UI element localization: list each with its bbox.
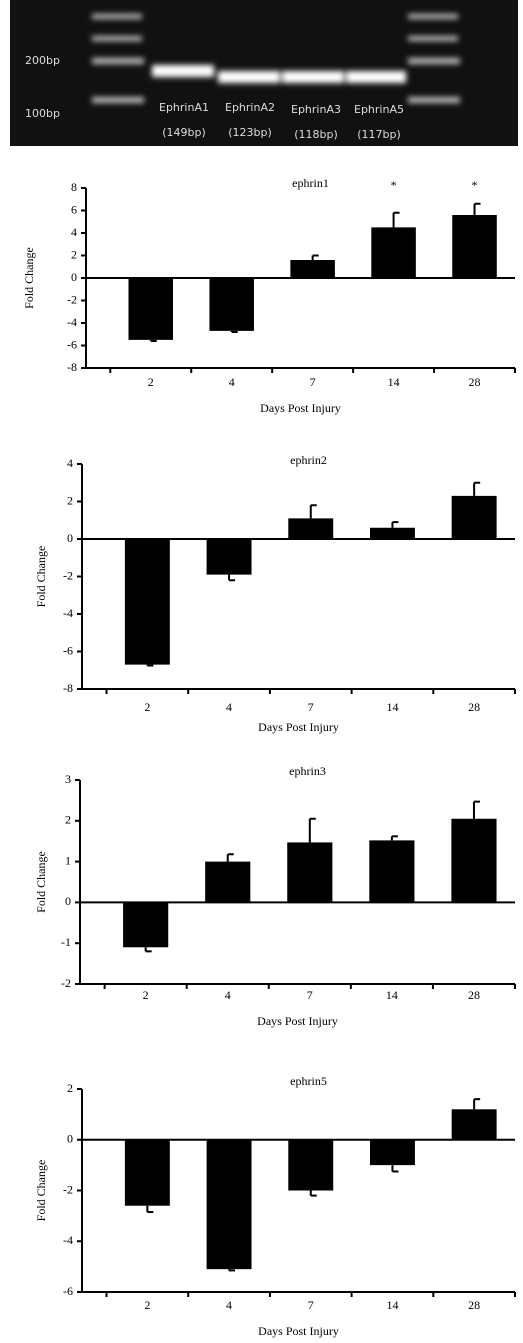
bar xyxy=(123,902,168,947)
x-axis-title: Days Post Injury xyxy=(260,401,341,415)
chart-panel: ephrin2 -8 -6 -4 -2 0 2 4 2 4 7 14 28 Days Post Injur… xyxy=(34,453,515,734)
bar xyxy=(128,278,173,340)
y-axis-title: Fold Change xyxy=(22,247,36,309)
x-axis-title: Days Post Injury xyxy=(257,1014,338,1028)
y-tick-label: 0 xyxy=(71,270,77,284)
x-tick-label: 14 xyxy=(386,988,398,1002)
gel-image: 200bp 100bp EphrinA1 (149bp) EphrinA2 (1… xyxy=(10,0,518,146)
x-tick-label: 14 xyxy=(386,700,398,714)
x-tick-label: 14 xyxy=(386,1298,398,1312)
y-tick-label: -8 xyxy=(63,681,73,695)
bar xyxy=(451,819,496,903)
bar xyxy=(370,528,415,539)
bar xyxy=(125,1140,170,1206)
y-tick-label: 2 xyxy=(65,813,71,827)
lane-label: EphrinA5 xyxy=(354,103,404,116)
bar xyxy=(288,1140,333,1191)
bar xyxy=(209,278,254,331)
y-tick-label: 0 xyxy=(67,531,73,545)
chart-title: ephrin2 xyxy=(290,453,327,467)
marker-label: 200bp xyxy=(25,54,60,67)
bar xyxy=(371,227,416,278)
x-tick-label: 14 xyxy=(388,375,400,389)
bar xyxy=(452,496,497,539)
x-tick-label: 2 xyxy=(144,700,150,714)
marker-label: 100bp xyxy=(25,107,60,120)
bar xyxy=(370,1140,415,1165)
lane-size: (117bp) xyxy=(357,128,401,141)
y-tick-label: 3 xyxy=(65,772,71,786)
bar xyxy=(369,840,414,902)
x-tick-label: 28 xyxy=(468,700,480,714)
bar xyxy=(287,842,332,902)
x-tick-label: 28 xyxy=(468,1298,480,1312)
x-tick-label: 7 xyxy=(308,700,314,714)
x-axis-title: Days Post Injury xyxy=(258,720,339,734)
y-tick-label: 0 xyxy=(65,894,71,908)
chart-title: ephrin3 xyxy=(289,764,326,778)
y-tick-label: -2 xyxy=(61,976,71,990)
x-tick-label: 4 xyxy=(226,700,232,714)
y-axis-title: Fold Change xyxy=(34,851,48,913)
y-tick-label: -6 xyxy=(67,337,77,351)
y-tick-label: 6 xyxy=(71,202,77,216)
lane-size: (118bp) xyxy=(294,128,338,141)
y-tick-label: -2 xyxy=(67,292,77,306)
x-tick-label: 28 xyxy=(468,988,480,1002)
x-axis-title: Days Post Injury xyxy=(258,1324,339,1338)
chart-panel: ephrin5 -6 -4 -2 0 2 2 4 7 14 28 Days Post Injury Fo… xyxy=(34,1074,515,1338)
bar xyxy=(207,539,252,575)
x-tick-label: 7 xyxy=(307,988,313,1002)
y-tick-label: 2 xyxy=(71,247,77,261)
chart-title: ephrin5 xyxy=(290,1074,327,1088)
y-tick-label: 0 xyxy=(67,1132,73,1146)
y-tick-label: 4 xyxy=(67,456,73,470)
y-tick-label: -8 xyxy=(67,360,77,374)
bar xyxy=(452,215,497,278)
y-axis-title: Fold Change xyxy=(34,546,48,608)
x-tick-label: 7 xyxy=(310,375,316,389)
significance-mark: * xyxy=(472,178,478,192)
y-tick-label: 2 xyxy=(67,493,73,507)
chart-panel: ephrin3 -2 -1 0 1 2 3 2 4 7 14 28 Days Post Injury Fo… xyxy=(34,764,515,1028)
y-tick-label: -2 xyxy=(63,1182,73,1196)
y-tick-label: -1 xyxy=(61,935,71,949)
lane-label: EphrinA2 xyxy=(225,101,275,114)
bar xyxy=(290,260,335,278)
y-tick-label: 8 xyxy=(71,180,77,194)
y-tick-label: 1 xyxy=(65,853,71,867)
y-tick-label: -4 xyxy=(67,315,77,329)
y-tick-label: 2 xyxy=(67,1081,73,1095)
figure: 200bp 100bp EphrinA1 (149bp) EphrinA2 (1… xyxy=(0,0,523,1343)
lane-label: EphrinA1 xyxy=(159,101,209,114)
x-tick-label: 4 xyxy=(229,375,235,389)
x-tick-label: 4 xyxy=(225,988,231,1002)
y-axis-title: Fold Change xyxy=(34,1160,48,1222)
y-tick-label: -2 xyxy=(63,568,73,582)
chart-panel: ephrin1 -8 -6 -4 -2 0 2 4 6 8 2 4 7 * 14 * 28 Days Post I… xyxy=(22,176,515,415)
y-tick-label: 4 xyxy=(71,225,77,239)
bar xyxy=(207,1140,252,1269)
x-tick-label: 7 xyxy=(308,1298,314,1312)
bar xyxy=(125,539,170,665)
x-tick-label: 2 xyxy=(143,988,149,1002)
chart-title: ephrin1 xyxy=(292,176,329,190)
significance-mark: * xyxy=(391,178,397,192)
bar xyxy=(205,862,250,903)
x-tick-label: 28 xyxy=(469,375,481,389)
y-tick-label: -4 xyxy=(63,1233,73,1247)
x-tick-label: 2 xyxy=(148,375,154,389)
y-tick-label: -6 xyxy=(63,643,73,657)
bar xyxy=(452,1109,497,1139)
y-tick-label: -4 xyxy=(63,606,73,620)
lane-label: EphrinA3 xyxy=(291,103,341,116)
lane-size: (123bp) xyxy=(228,126,272,139)
y-tick-label: -6 xyxy=(63,1284,73,1298)
lane-size: (149bp) xyxy=(162,126,206,139)
x-tick-label: 2 xyxy=(144,1298,150,1312)
x-tick-label: 4 xyxy=(226,1298,232,1312)
bar xyxy=(288,518,333,539)
